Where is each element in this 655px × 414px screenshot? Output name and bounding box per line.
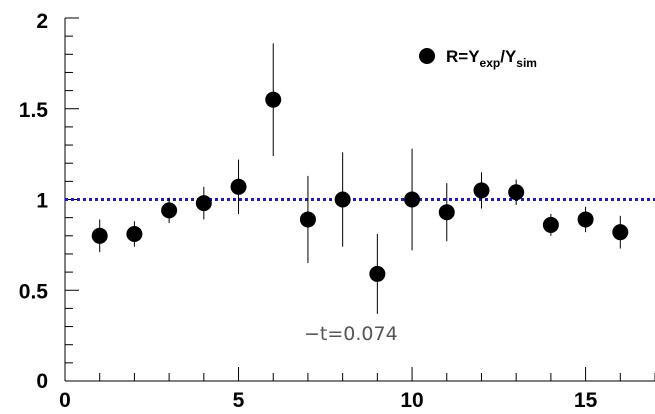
data-point: [195, 186, 212, 220]
data-point: [404, 148, 421, 251]
data-marker: [334, 191, 351, 208]
x-tick-label: 5: [233, 389, 245, 412]
data-point: [542, 214, 559, 236]
data-point: [438, 183, 455, 242]
data-marker: [612, 224, 629, 241]
data-point: [126, 221, 143, 247]
legend-sub-sim: sim: [516, 56, 537, 70]
data-point: [230, 159, 247, 215]
x-tick-label: 0: [59, 389, 71, 412]
data-point: [299, 175, 316, 264]
data-point: [334, 152, 351, 247]
data-point: [265, 43, 282, 156]
data-marker: [542, 216, 559, 233]
legend-marker: [419, 48, 435, 64]
data-marker: [404, 191, 421, 208]
data-marker: [438, 204, 455, 221]
data-marker: [369, 265, 386, 282]
data-point: [612, 215, 629, 249]
x-tick-label: 10: [400, 389, 423, 412]
data-marker: [473, 182, 490, 199]
data-point: [577, 206, 594, 233]
legend-mid: /Y: [500, 47, 517, 66]
data-point: [369, 233, 386, 314]
data-marker: [577, 211, 594, 228]
data-point: [91, 219, 108, 253]
data-marker: [195, 195, 212, 212]
data-points: [91, 43, 629, 314]
ticks: [64, 17, 655, 382]
y-tick-label: 1: [36, 190, 48, 213]
data-point: [161, 197, 178, 224]
x-tick-label: 15: [574, 389, 598, 412]
legend-sub-exp: exp: [480, 56, 501, 70]
legend-base: R=Y: [446, 47, 480, 66]
y-tick-label: 2: [36, 10, 48, 33]
data-marker: [299, 211, 316, 228]
data-marker: [126, 225, 143, 242]
y-tick-label: 0: [36, 370, 48, 393]
data-marker: [230, 178, 247, 195]
data-marker: [265, 91, 282, 108]
y-tick-label: 1.5: [19, 99, 49, 122]
data-marker: [161, 202, 178, 219]
annotation-t-value: −t=0.074: [304, 323, 398, 345]
data-point: [508, 179, 525, 205]
data-marker: [508, 184, 525, 201]
legend: R=Yexp/Ysim: [419, 47, 537, 70]
y-tick-label: 0.5: [19, 280, 49, 303]
legend-label: R=Yexp/Ysim: [446, 47, 537, 70]
data-marker: [91, 227, 108, 244]
data-point: [473, 172, 490, 209]
tick-labels: 0 5 10 15 0 0.5 1 1.5 2: [19, 10, 598, 412]
